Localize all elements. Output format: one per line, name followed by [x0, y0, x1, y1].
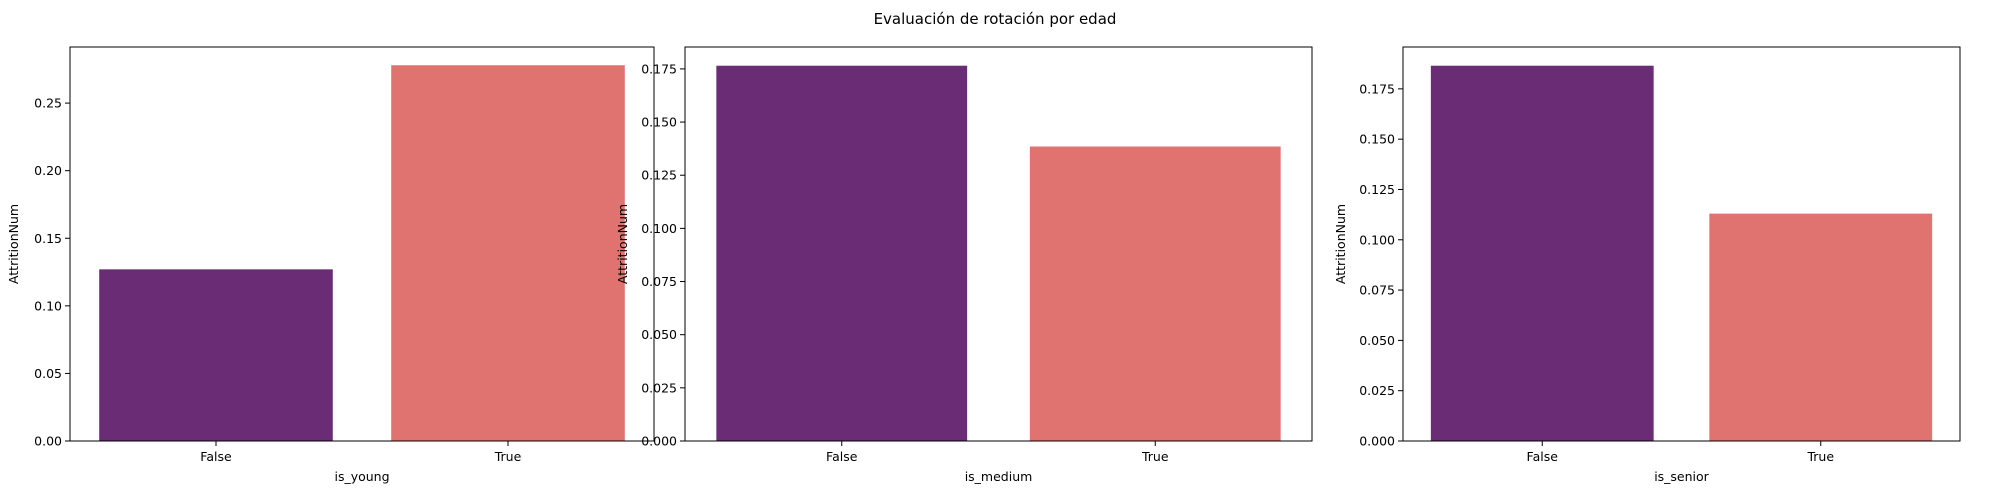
x-tick-label: False [1527, 449, 1559, 464]
bar-true [1709, 213, 1933, 441]
y-tick-label: 0.20 [34, 163, 62, 178]
x-tick-label: False [200, 449, 232, 464]
y-axis-label: AttritionNum [1333, 204, 1348, 284]
y-tick-label: 0.000 [641, 434, 677, 449]
bar-true [391, 65, 625, 441]
x-tick-label: True [1806, 449, 1834, 464]
y-tick-label: 0.100 [641, 221, 677, 236]
plot-frame [69, 46, 655, 442]
subplots: False True 0.00 0.05 0.10 0.15 0.20 0.25 is_youn… [6, 46, 1961, 484]
x-axis-label: is_senior [1654, 469, 1709, 484]
y-tick-label: 0.125 [641, 168, 677, 183]
y-tick-label: 0.15 [34, 231, 62, 246]
y-tick-label: 0.10 [34, 298, 62, 313]
y-axis-label: AttritionNum [615, 204, 630, 284]
bar-false [1430, 65, 1654, 442]
x-axis-label: is_medium [965, 469, 1033, 484]
plot-frame [684, 46, 1313, 442]
y-tick-label: 0.00 [34, 434, 62, 449]
y-tick-label: 0.25 [34, 96, 62, 111]
x-tick-label: True [1141, 449, 1169, 464]
chart-panel-senior: False True 0.000 0.025 0.050 0.075 0.100 0.125 0… [1333, 46, 1961, 484]
y-tick-label: 0.050 [1359, 333, 1395, 348]
y-tick-label: 0.050 [641, 327, 677, 342]
y-tick-label: 0.025 [641, 380, 677, 395]
figure-title: Evaluación de rotación por edad [874, 10, 1117, 28]
y-tick-label: 0.100 [1359, 232, 1395, 247]
x-axis-label: is_young [334, 469, 389, 484]
chart-panel-young: False True 0.00 0.05 0.10 0.15 0.20 0.25 is_youn… [6, 46, 655, 484]
y-tick-label: 0.150 [1359, 132, 1395, 147]
y-tick-label: 0.150 [641, 115, 677, 130]
y-tick-label: 0.025 [1359, 383, 1395, 398]
bar-false [716, 65, 968, 442]
y-tick-label: 0.175 [1359, 81, 1395, 96]
y-axis-label: AttritionNum [6, 204, 21, 284]
y-tick-label: 0.05 [34, 366, 62, 381]
bar-false [99, 269, 333, 441]
y-tick-label: 0.000 [1359, 434, 1395, 449]
plot-frame [1402, 46, 1961, 442]
y-tick-label: 0.075 [641, 274, 677, 289]
y-tick-label: 0.075 [1359, 283, 1395, 298]
bar-true [1029, 146, 1281, 441]
x-tick-label: True [494, 449, 522, 464]
x-tick-label: False [826, 449, 858, 464]
y-tick-label: 0.175 [641, 61, 677, 76]
y-tick-label: 0.125 [1359, 182, 1395, 197]
chart-panel-medium: False True 0.000 0.025 0.050 0.075 0.100 0.125 0… [615, 46, 1313, 484]
